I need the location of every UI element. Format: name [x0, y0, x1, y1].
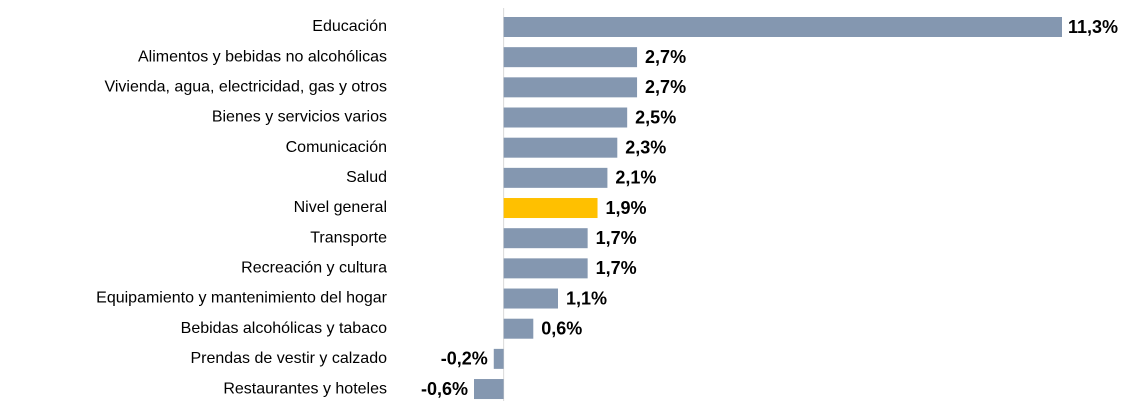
bar [503, 258, 588, 279]
bar [503, 288, 558, 309]
category-label: Transporte [310, 229, 387, 246]
value-label: 2,1% [615, 168, 656, 188]
value-label: 2,7% [645, 77, 686, 97]
value-label: 2,7% [645, 47, 686, 67]
bar [503, 198, 598, 219]
category-label: Alimentos y bebidas no alcohólicas [138, 48, 387, 65]
bar [503, 167, 608, 188]
bar [503, 107, 628, 128]
value-label: -0,2% [441, 349, 488, 369]
category-label: Restaurantes y hoteles [223, 380, 387, 397]
value-label: 1,7% [596, 228, 637, 248]
value-label: 1,1% [566, 288, 607, 308]
bar [493, 348, 504, 369]
category-label: Bebidas alcohólicas y tabaco [181, 320, 387, 337]
category-label: Nivel general [294, 199, 387, 216]
value-label: 1,9% [606, 198, 647, 218]
category-label: Equipamiento y mantenimiento del hogar [96, 290, 388, 307]
bar [503, 228, 588, 249]
category-label: Prendas de vestir y calzado [190, 350, 387, 367]
value-label: 1,7% [596, 258, 637, 278]
value-label: 0,6% [541, 318, 582, 338]
bar [503, 77, 638, 98]
value-label: -0,6% [421, 379, 468, 399]
value-label: 2,3% [625, 137, 666, 157]
category-label: Comunicación [286, 139, 387, 156]
bar [503, 17, 1062, 37]
category-label: Bienes y servicios varios [212, 109, 387, 126]
category-label: Salud [346, 169, 387, 186]
value-label: 11,3% [1068, 17, 1118, 37]
value-label: 2,5% [635, 107, 676, 127]
category-label: Educación [312, 18, 387, 35]
category-label: Recreación y cultura [241, 260, 387, 277]
bar [503, 47, 638, 68]
category-label: Vivienda, agua, electricidad, gas y otro… [104, 79, 387, 96]
bar [503, 318, 534, 339]
bar [503, 137, 618, 158]
bar [474, 379, 504, 400]
